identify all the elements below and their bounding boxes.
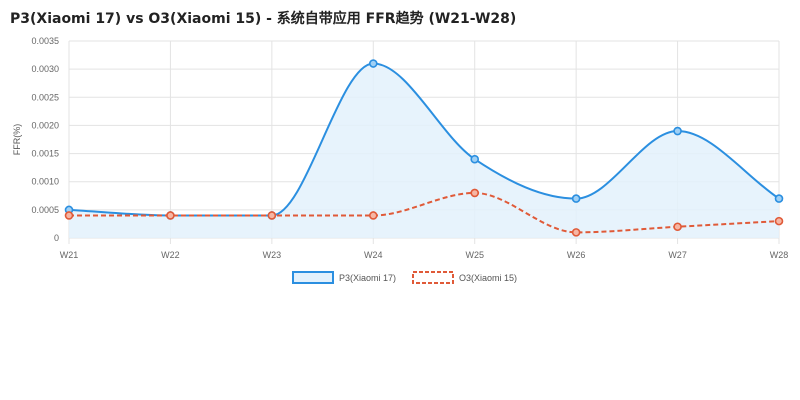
data-point: [774, 194, 784, 203]
y-tick-label: 0.0035: [31, 36, 59, 46]
data-point: [774, 216, 784, 226]
data-point: [64, 211, 74, 220]
legend-label: P3(Xiaomi 17): [339, 273, 396, 283]
legend-label: O3(Xiaomi 15): [459, 273, 517, 283]
x-tick-label: W26: [567, 250, 586, 260]
chart-title: P3(Xiaomi 17) vs O3(Xiaomi 15) - 系统自带应用 …: [10, 11, 517, 27]
y-tick-label: 0.0030: [31, 64, 59, 74]
x-tick-label: W22: [161, 250, 180, 260]
data-point: [368, 211, 378, 220]
data-point: [571, 194, 581, 203]
series-line: [69, 191, 780, 234]
data-point: [571, 228, 581, 237]
data-point: [267, 211, 277, 220]
x-tick-label: W21: [60, 250, 79, 260]
y-tick-label: 0.0005: [31, 205, 59, 215]
x-tick-label: W24: [364, 250, 383, 260]
data-point: [368, 59, 378, 68]
data-point: [673, 126, 682, 136]
y-tick-label: 0.0025: [31, 92, 59, 102]
x-tick-label: W25: [465, 250, 484, 260]
data-point: [673, 222, 682, 232]
x-tick-label: W28: [770, 250, 789, 260]
y-tick-label: 0.0010: [31, 177, 59, 187]
y-tick-label: 0.0020: [31, 120, 59, 130]
data-point: [470, 188, 480, 198]
legend-swatch: [412, 271, 454, 284]
x-tick-label: W27: [668, 250, 687, 260]
y-axis-label: FFR(%): [12, 124, 22, 156]
y-tick-label: 0.0015: [31, 149, 59, 159]
data-point: [166, 211, 175, 220]
series-area: [69, 63, 779, 239]
x-tick-label: W23: [263, 250, 282, 260]
legend-swatch: [292, 271, 334, 284]
data-point: [470, 154, 480, 164]
y-tick-label: 0: [54, 233, 59, 243]
